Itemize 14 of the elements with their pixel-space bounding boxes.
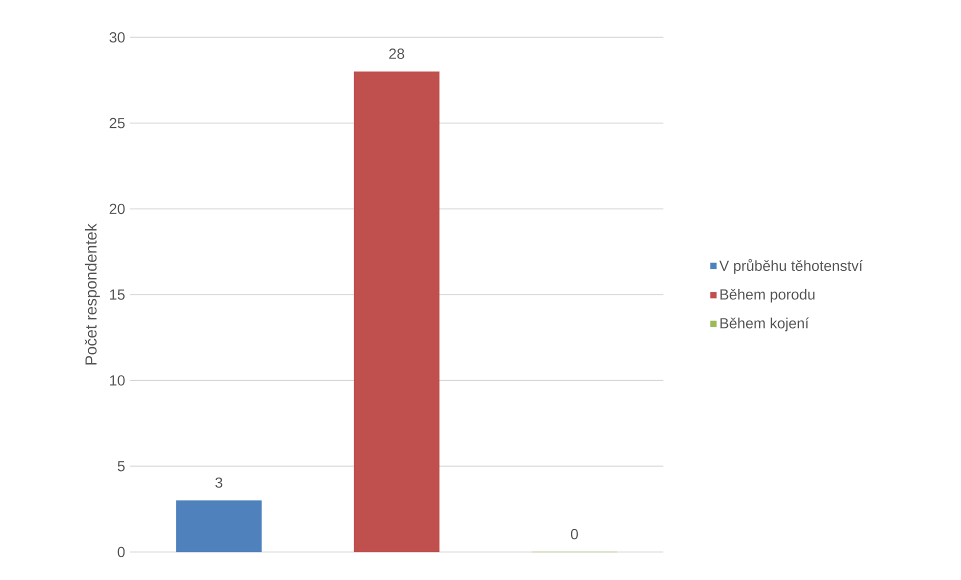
y-tick-label: 10 [110, 375, 125, 386]
legend-label: Během porodu [720, 288, 814, 303]
legend-label: V průběhu těhotenství [719, 259, 863, 274]
y-tick-label: 15 [110, 290, 125, 300]
y-tick-label: 20 [110, 204, 125, 214]
data-label: 28 [389, 48, 404, 59]
y-tick-label: 0 [118, 546, 125, 558]
y-axis-title: Počet respondentek [84, 223, 100, 364]
data-label: 3 [215, 477, 222, 488]
y-tick-label: 25 [110, 118, 125, 128]
y-tick-label: 30 [110, 32, 125, 43]
y-tick-label: 5 [118, 461, 125, 472]
legend-label: Během kojení [720, 318, 809, 332]
data-label: 0 [570, 528, 578, 540]
